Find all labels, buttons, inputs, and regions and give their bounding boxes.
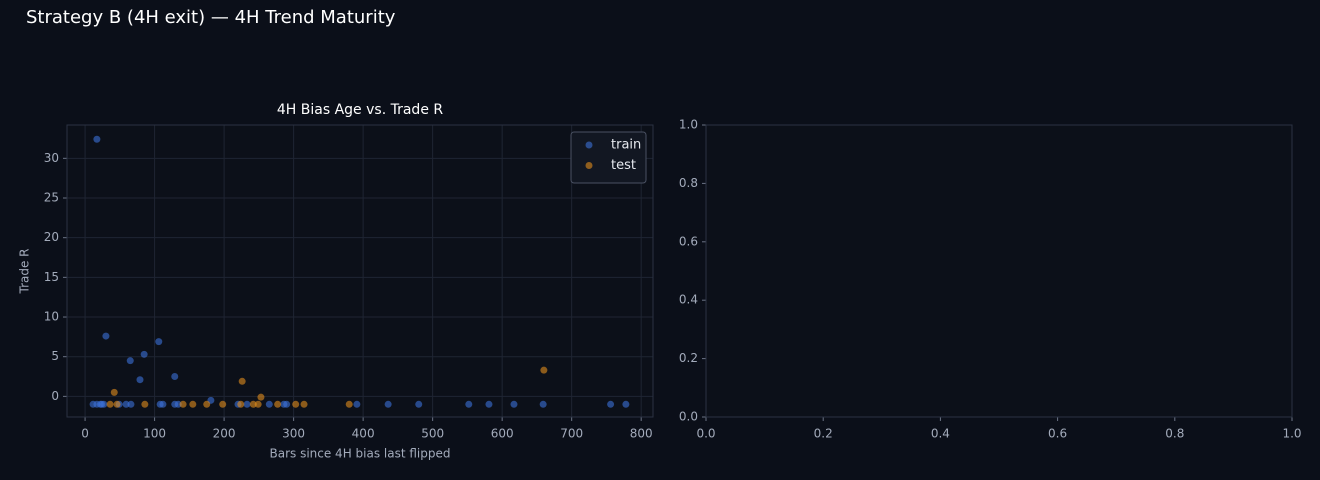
data-point (93, 135, 101, 143)
y-tick-label: 1.0 (679, 118, 698, 132)
x-tick-label: 800 (630, 427, 653, 441)
data-point (203, 400, 211, 408)
data-point (485, 400, 493, 408)
data-point (189, 400, 197, 408)
axes-frame (66, 124, 654, 418)
x-tick-label: 0.8 (1165, 427, 1184, 441)
data-point (155, 338, 163, 346)
data-point (345, 400, 353, 408)
data-point (122, 400, 130, 408)
data-point (254, 400, 262, 408)
y-tick-label: 10 (44, 310, 59, 324)
data-point (283, 400, 291, 408)
y-tick-label: 0.2 (679, 351, 698, 365)
x-tick-label: 0.4 (931, 427, 950, 441)
data-point (265, 400, 273, 408)
legend-marker (585, 162, 593, 169)
x-tick-label: 200 (213, 427, 236, 441)
legend-marker (585, 141, 593, 149)
data-point (249, 400, 257, 408)
data-point (106, 400, 114, 408)
y-tick-label: 30 (44, 151, 59, 165)
data-point (257, 393, 265, 401)
data-point (219, 400, 227, 408)
data-point (415, 400, 423, 408)
data-point (159, 400, 167, 408)
y-tick-label: 5 (51, 349, 59, 363)
y-tick-label: 0.8 (679, 176, 698, 190)
data-point (127, 400, 135, 408)
data-point (238, 377, 246, 385)
data-point (622, 400, 630, 408)
x-tick-label: 1.0 (1282, 427, 1301, 441)
data-point (113, 400, 121, 408)
y-tick-label: 15 (44, 270, 59, 284)
data-point (300, 400, 308, 408)
data-point (110, 388, 118, 396)
legend-label: test (611, 158, 636, 173)
data-point (353, 400, 361, 408)
plot-area (67, 125, 653, 417)
data-point (100, 400, 108, 408)
figure-title: Strategy B (4H exit) — 4H Trend Maturity (26, 7, 396, 28)
y-axis-label: Trade R (18, 248, 32, 294)
data-point (171, 373, 179, 381)
data-point (539, 400, 547, 408)
x-tick-label: 600 (491, 427, 514, 441)
x-tick-label: 0.2 (814, 427, 833, 441)
x-tick-label: 300 (282, 427, 305, 441)
x-tick-label: 700 (560, 427, 583, 441)
x-tick-label: 400 (352, 427, 375, 441)
data-point (510, 400, 518, 408)
x-tick-label: 500 (421, 427, 444, 441)
chart-title: 4H Bias Age vs. Trade R (277, 102, 443, 118)
data-point (140, 350, 148, 358)
y-tick-label: 0.6 (679, 234, 698, 248)
data-point (136, 376, 144, 384)
data-point (179, 400, 187, 408)
y-tick-label: 25 (44, 191, 59, 205)
data-point (174, 400, 182, 408)
y-tick-label: 0.0 (679, 410, 698, 424)
y-tick-label: 0.4 (679, 293, 698, 307)
data-point (292, 400, 300, 408)
data-point (384, 400, 392, 408)
data-point (237, 400, 245, 408)
data-point (126, 357, 134, 365)
data-point (243, 400, 251, 408)
plot-area (706, 125, 1292, 417)
x-tick-label: 100 (143, 427, 166, 441)
data-point (607, 400, 615, 408)
x-tick-label: 0 (81, 427, 89, 441)
data-point (465, 400, 473, 408)
data-point (540, 366, 548, 374)
y-tick-label: 0 (51, 389, 59, 403)
y-tick-label: 20 (44, 230, 59, 244)
data-point (141, 400, 149, 408)
x-axis-label: Bars since 4H bias last flipped (269, 447, 450, 461)
data-point (274, 400, 282, 408)
x-tick-label: 0.6 (1048, 427, 1067, 441)
axes-frame (705, 124, 1293, 418)
data-point (102, 332, 110, 340)
x-tick-label: 0.0 (696, 427, 715, 441)
legend-label: train (611, 138, 641, 153)
